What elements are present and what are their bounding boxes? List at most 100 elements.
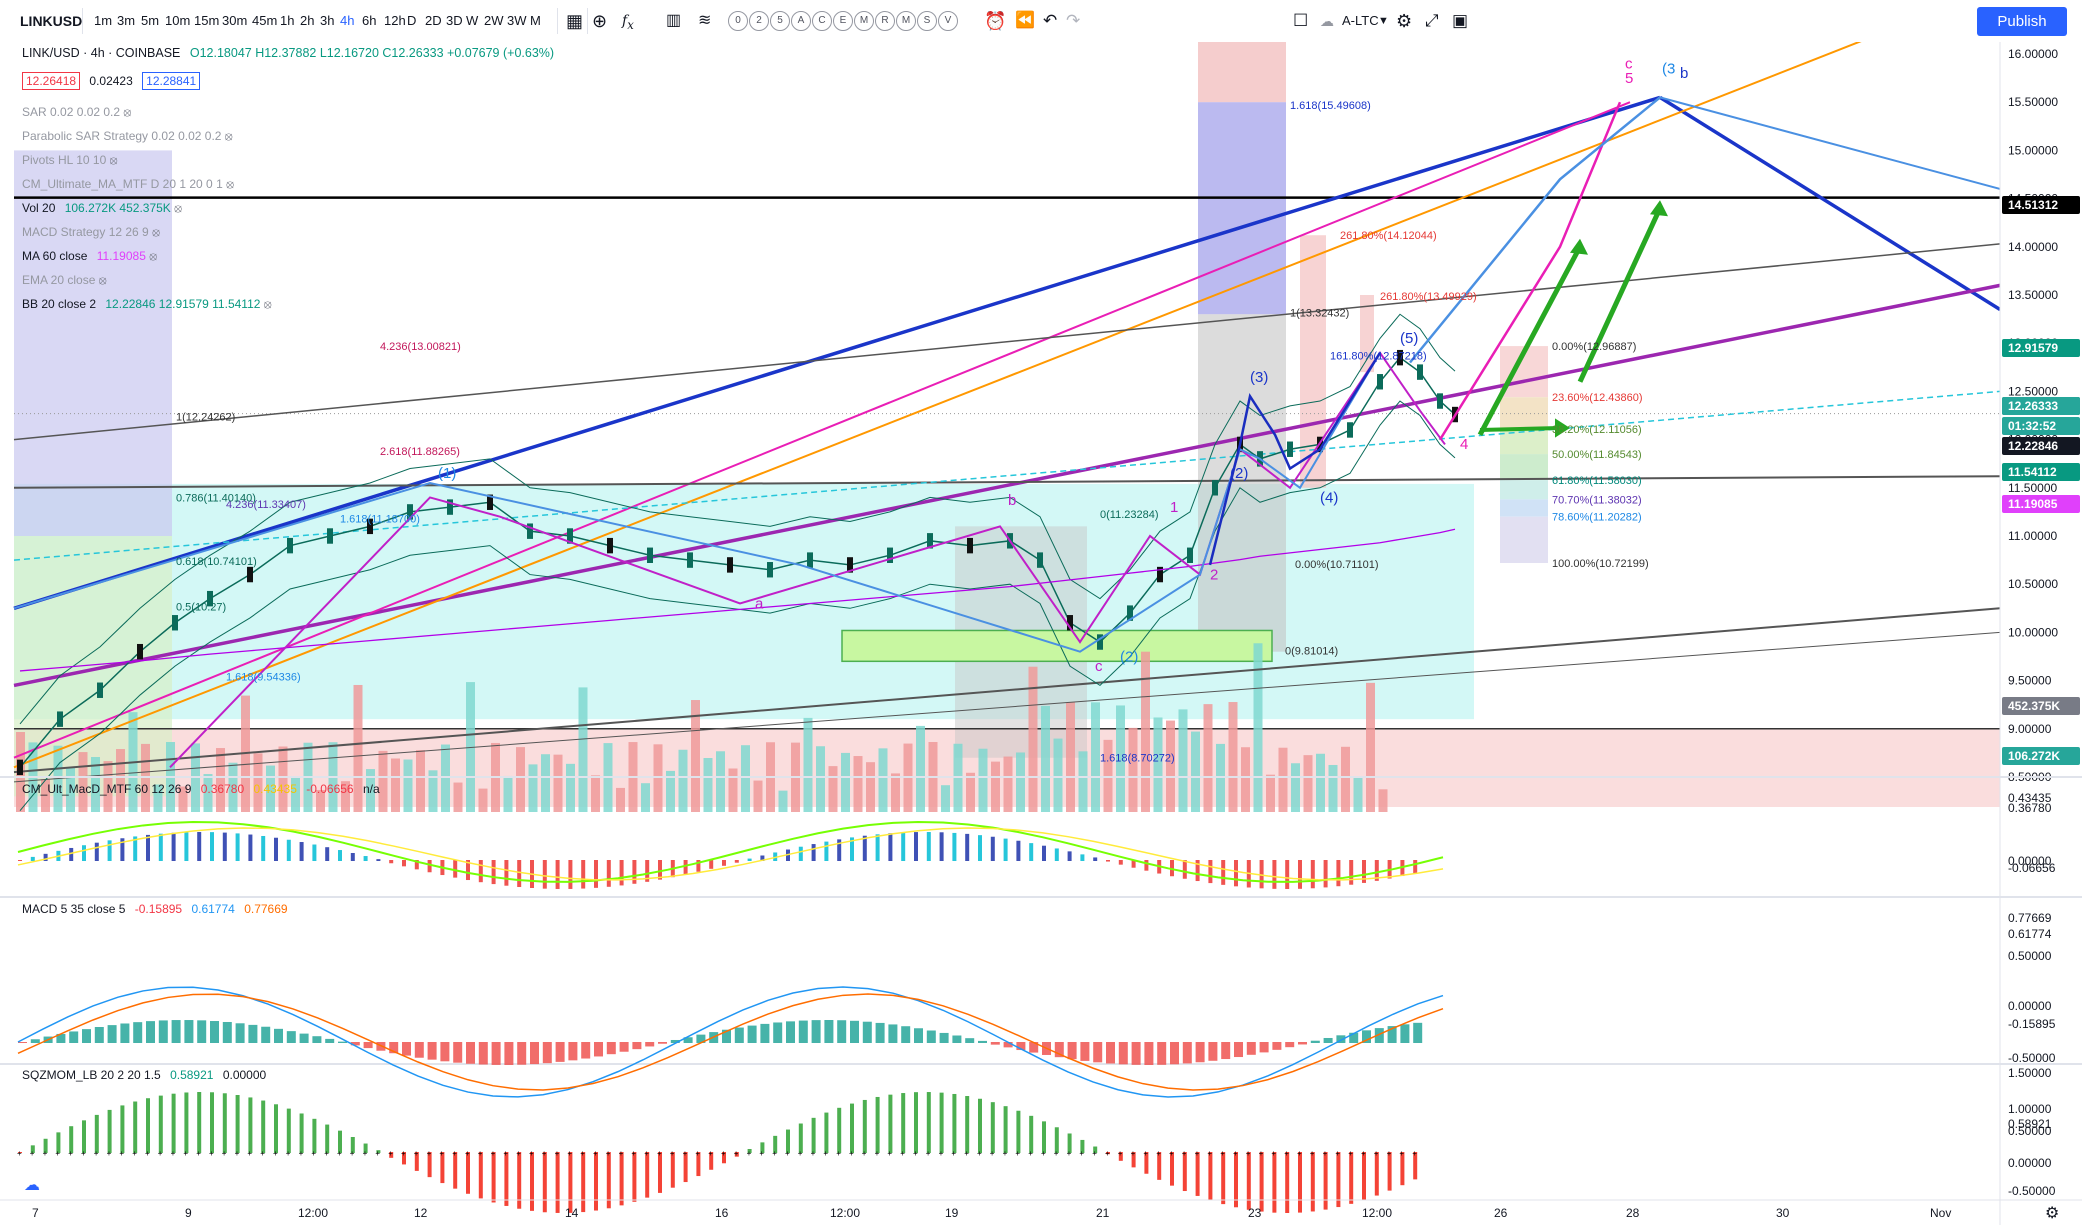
redo-icon[interactable]: ↷ <box>1066 11 1081 30</box>
settings-gear-icon[interactable]: ⚙ <box>1396 11 1413 31</box>
sqz-bar <box>696 1152 701 1177</box>
interval-1m[interactable]: 1m <box>94 13 113 28</box>
quick-button-7[interactable]: R <box>875 11 895 31</box>
sqz-bar <box>1246 1152 1251 1210</box>
eye-hidden-icon[interactable]: ⦻ <box>106 153 118 167</box>
eye-hidden-icon[interactable]: ⦻ <box>260 297 272 311</box>
compare-label[interactable]: A-LTC <box>1342 13 1379 28</box>
interval-6h[interactable]: 6h <box>362 13 377 28</box>
eye-hidden-icon[interactable]: ⦻ <box>221 129 233 143</box>
quick-button-8[interactable]: M <box>896 11 916 31</box>
publish-button[interactable]: Publish <box>1977 7 2067 36</box>
interval-10m[interactable]: 10m <box>165 13 191 28</box>
interval-2h[interactable]: 2h <box>300 13 315 28</box>
blue-wave-path <box>13 352 1381 653</box>
interval-3m[interactable]: 3m <box>117 13 136 28</box>
checkbox-icon[interactable]: ☐ <box>1293 11 1309 30</box>
indicator-row[interactable]: SAR 0.02 0.02 0.2 ⦻ <box>22 100 272 124</box>
sqz-bar <box>69 1126 74 1153</box>
blue-channel-top <box>13 95 1661 610</box>
quick-button-4[interactable]: C <box>812 11 832 31</box>
interval-D[interactable]: D <box>407 13 417 28</box>
sqz-dot: + <box>1233 1149 1238 1158</box>
interval-2D[interactable]: 2D <box>425 13 442 28</box>
chevron-down-icon[interactable]: ▼ <box>1378 15 1389 27</box>
interval-2W[interactable]: 2W <box>484 13 504 28</box>
indicator-row[interactable]: Parabolic SAR Strategy 0.02 0.02 0.2 ⦻ <box>22 124 272 148</box>
indicator-row[interactable]: EMA 20 close ⦻ <box>22 268 272 292</box>
macd-mtf-bar <box>389 860 394 864</box>
indicator-row[interactable]: BB 20 close 2 12.22846 12.91579 11.54112… <box>22 292 272 316</box>
eye-hidden-icon[interactable]: ⦻ <box>170 201 183 215</box>
interval-15m[interactable]: 15m <box>194 13 220 28</box>
alert-icon[interactable]: ⏰ <box>984 11 1007 31</box>
chart-canvas[interactable]: 1.618(15.49608)261.80%(14.12044)261.80%(… <box>0 42 2082 1225</box>
sqz-bar <box>18 1152 22 1153</box>
macd-mtf-bar <box>1285 860 1290 889</box>
sqz-bar <box>1131 1152 1136 1168</box>
volume-bar <box>366 769 375 812</box>
chart-area[interactable]: 1.618(15.49608) 261.80%(14.12044) 261.80%(… <box>0 42 2082 1225</box>
interval-W[interactable]: W <box>466 13 479 28</box>
macd-mtf-bar <box>350 852 355 861</box>
quick-button-5[interactable]: E <box>833 11 853 31</box>
indicator-row[interactable]: MACD Strategy 12 26 9 ⦻ <box>22 220 272 244</box>
eye-hidden-icon[interactable]: ⦻ <box>120 105 132 119</box>
quick-button-10[interactable]: V <box>938 11 958 31</box>
sqz-dot: + <box>836 1149 841 1158</box>
interval-3D[interactable]: 3D <box>446 13 463 28</box>
quick-button-0[interactable]: 0 <box>728 11 748 31</box>
replay-icon[interactable]: ⏪ <box>1015 12 1035 29</box>
macd-label: MACD 5 35 close 5 <box>22 902 126 916</box>
volume-bar <box>853 756 863 812</box>
interval-M[interactable]: M <box>530 13 541 28</box>
macd-mtf-bar <box>939 832 944 861</box>
quick-button-3[interactable]: A <box>791 11 811 31</box>
macd-mtf-bar <box>94 842 99 861</box>
macd-mtf-bar <box>1208 860 1213 884</box>
symbol-search[interactable]: LINKUSD <box>20 13 83 29</box>
macd-bar <box>926 1030 936 1043</box>
green-arrow-2-head <box>1650 200 1668 217</box>
indicators-icon[interactable]: fx <box>622 13 634 32</box>
buy-price-box[interactable]: 12.28841 <box>142 72 201 90</box>
indicator-row[interactable]: MA 60 close 11.19085 ⦻ <box>22 244 272 268</box>
interval-30m[interactable]: 30m <box>222 13 248 28</box>
eye-hidden-icon[interactable]: ⦻ <box>145 249 158 263</box>
quick-button-6[interactable]: M <box>854 11 874 31</box>
interval-12h[interactable]: 12h <box>384 13 406 28</box>
camera-icon[interactable]: ▣ <box>1452 11 1469 30</box>
eye-hidden-icon[interactable]: ⦻ <box>222 177 235 191</box>
interval-4h[interactable]: 4h <box>340 13 355 28</box>
candle <box>567 528 573 544</box>
interval-3W[interactable]: 3W <box>507 13 527 28</box>
candle <box>647 547 653 563</box>
macd-bar <box>197 1020 207 1043</box>
templates-icon[interactable]: ▥ <box>666 12 682 29</box>
macd-mtf-bar <box>760 855 765 861</box>
interval-1h[interactable]: 1h <box>280 13 295 28</box>
sell-price-box[interactable]: 12.26418 <box>22 72 81 90</box>
interval-3h[interactable]: 3h <box>320 13 335 28</box>
eye-hidden-icon[interactable]: ⦻ <box>95 273 107 287</box>
undo-icon[interactable]: ↶ <box>1043 11 1058 30</box>
sqz-bar <box>1157 1152 1162 1180</box>
quick-button-1[interactable]: 2 <box>749 11 769 31</box>
interval-5m[interactable]: 5m <box>141 13 160 28</box>
sqz-dot: + <box>1156 1149 1161 1158</box>
quick-button-9[interactable]: S <box>917 11 937 31</box>
indicator-row[interactable]: CM_Ultimate_MA_MTF D 20 1 20 0 1 ⦻ <box>22 172 272 196</box>
candle-style-icon[interactable]: ▦ <box>566 11 584 31</box>
compare-add-icon[interactable]: ⊕ <box>592 11 608 31</box>
sqz-bar <box>248 1097 253 1153</box>
interval-45m[interactable]: 45m <box>252 13 278 28</box>
volume-bar <box>1191 731 1200 812</box>
fullscreen-icon[interactable]: ⤢ <box>1425 11 1439 30</box>
eye-hidden-icon[interactable]: ⦻ <box>148 225 161 239</box>
quick-button-2[interactable]: 5 <box>770 11 790 31</box>
indicator-row[interactable]: Pivots HL 10 10 ⦻ <box>22 148 272 172</box>
indicator-row[interactable]: Vol 20 106.272K 452.375K ⦻ <box>22 196 272 220</box>
macd-bar <box>427 1042 437 1060</box>
sqz-bar <box>811 1117 816 1153</box>
strategy-icon[interactable]: ≋ <box>698 12 712 29</box>
